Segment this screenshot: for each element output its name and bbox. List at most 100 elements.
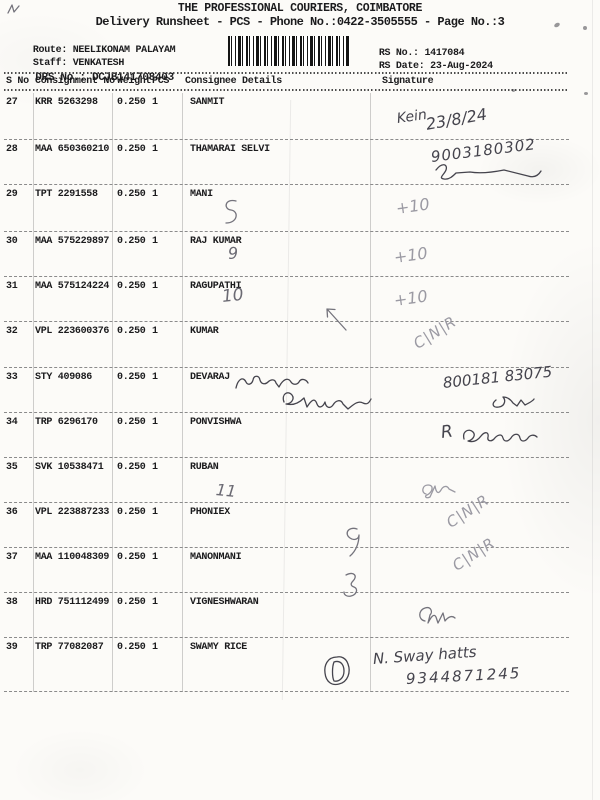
cell-sno: 28 [6, 144, 18, 155]
table-row: 35 SVK 10538471 0.250 1 RUBAN 11 [4, 458, 569, 503]
col-header-consignment: Consignment No [35, 76, 115, 87]
pen-scribble [225, 199, 237, 224]
rs-no-label: RS No.: [378, 48, 419, 59]
cell-weight: 0.250 [117, 236, 146, 247]
cell-consignment: VPL 223600376 [35, 326, 110, 337]
handwritten-date: 23/8/24 [424, 104, 489, 134]
cell-pcs: 1 [152, 326, 158, 337]
signature-scribble [419, 606, 456, 624]
cell-consignment: VPL 223887233 [35, 507, 110, 518]
cell-sno: 30 [6, 236, 18, 247]
handwritten-signature-name: Kein [395, 106, 428, 127]
cell-pcs: 1 [152, 552, 158, 563]
staff-value: VENKATESH [72, 58, 125, 69]
table-header-border-bottom [4, 89, 569, 91]
table-header: S No Consignment No Weight PCS Consignee… [4, 76, 569, 89]
table-row: 28 MAA 650360210 0.250 1 THAMARAI SELVI … [4, 135, 569, 185]
cell-sno: 34 [6, 417, 18, 428]
route-label: Route: [32, 45, 68, 56]
cell-sno: 33 [6, 372, 18, 383]
cell-sno: 31 [6, 281, 18, 292]
cell-consignment: MAA 575124224 [35, 281, 110, 292]
page-subtitle: Delivery Runsheet - PCS - Phone No.:0422… [95, 15, 505, 29]
table-rows: 27 KRR 5263298 0.250 1 SANMIT Kein 23/8/… [4, 93, 569, 692]
cell-sno: 37 [6, 552, 18, 563]
table-row: 37 MAA 110048309 0.250 1 MANONMANI C|N|R [4, 534, 569, 597]
cell-weight: 0.250 [117, 281, 146, 292]
handwritten-mark: +10 [392, 243, 429, 267]
rs-date-value: 23-Aug-2024 [430, 61, 493, 72]
cell-weight: 0.250 [117, 144, 146, 155]
handwritten-initial: R [439, 421, 455, 443]
cell-pcs: 1 [152, 642, 158, 653]
table-border-top [4, 72, 569, 74]
cell-consignment: SVK 10538471 [35, 462, 104, 473]
cell-pcs: 1 [152, 462, 158, 473]
cell-weight: 0.250 [117, 507, 146, 518]
col-header-pcs: PCS [152, 76, 170, 87]
table-row: 29 TPT 2291558 0.250 1 MANI +10 [4, 185, 569, 232]
staff-label: Staff: [32, 58, 68, 69]
cell-consignment: MAA 650360210 [35, 144, 110, 155]
col-header-consignee: Consignee Details [185, 76, 282, 87]
rs-no-line: RS No.: 1417084 [356, 37, 465, 70]
cell-pcs: 1 [152, 597, 158, 608]
rs-date-line: RS Date: 23-Aug-2024 [356, 50, 493, 83]
cell-consignee: PONVISHWA [190, 417, 242, 428]
cell-consignment: STY 409086 [35, 372, 93, 383]
drs-line: DRS No.: DCJB141708403 [10, 60, 174, 96]
cell-weight: 0.250 [117, 97, 146, 108]
signature-scribble [463, 429, 538, 443]
signature-scribble [492, 396, 535, 408]
handwritten-mark: +10 [392, 286, 429, 310]
cell-pcs: 1 [152, 189, 158, 200]
cell-consignee: MANONMANI [190, 552, 242, 563]
cell-consignee: PHONIEX [190, 507, 230, 518]
cell-consignee: RAGUPATHI [190, 281, 242, 292]
cell-consignee: THAMARAI SELVI [190, 144, 270, 155]
handwriting-scribble [235, 375, 309, 389]
cell-consignment: TRP 77082087 [35, 642, 104, 653]
cell-sno: 32 [6, 326, 18, 337]
barcode [228, 36, 350, 66]
ink-speck [512, 89, 515, 92]
handwriting-scribble [282, 392, 372, 410]
route-line: Route: NEELIKONAM PALAYAM [10, 34, 176, 67]
handwritten-number: 11 [215, 480, 238, 502]
cell-pcs: 1 [152, 281, 158, 292]
cell-pcs: 1 [152, 236, 158, 247]
pen-scribble [343, 572, 358, 597]
column-separator [33, 93, 34, 692]
table-row: 32 VPL 223600376 0.250 1 KUMAR C|N|R [4, 312, 569, 368]
page-title: THE PROFESSIONAL COURIERS, COIMBATORE [177, 2, 423, 15]
ink-speck [584, 92, 588, 95]
column-separator [370, 93, 371, 692]
handwritten-mark: +10 [394, 194, 431, 218]
stray-arrow-stroke [326, 308, 347, 331]
column-separator [112, 93, 113, 692]
cell-consignee: VIGNESHWARAN [190, 597, 259, 608]
cell-consignment: HRD 751112499 [35, 597, 110, 608]
cell-pcs: 1 [152, 417, 158, 428]
cell-consignee: DEVARAJ [190, 372, 230, 383]
ink-speck [583, 26, 587, 30]
handwritten-number: 9 [227, 243, 239, 263]
cell-sno: 27 [6, 97, 18, 108]
cell-sno: 35 [6, 462, 18, 473]
table-row: 39 TRP 77082087 0.250 1 SWAMY RICE N. Sw… [4, 638, 569, 692]
cell-consignment: MAA 110048309 [35, 552, 110, 563]
table-row: 27 KRR 5263298 0.250 1 SANMIT Kein 23/8/… [4, 93, 569, 140]
cell-consignment: MAA 575229897 [35, 236, 110, 247]
cell-consignee: RAJ KUMAR [190, 236, 242, 247]
rs-no-value: 1417084 [424, 48, 465, 59]
drs-label: DRS No.: [35, 72, 86, 84]
cell-pcs: 1 [152, 372, 158, 383]
pen-mark [7, 4, 20, 14]
handwritten-number: 10 [220, 284, 245, 307]
column-separator [182, 93, 183, 692]
cell-consignment: KRR 5263298 [35, 97, 98, 108]
cell-weight: 0.250 [117, 417, 146, 428]
pen-scribble [346, 527, 360, 557]
route-value: NEELIKONAM PALAYAM [72, 45, 176, 56]
